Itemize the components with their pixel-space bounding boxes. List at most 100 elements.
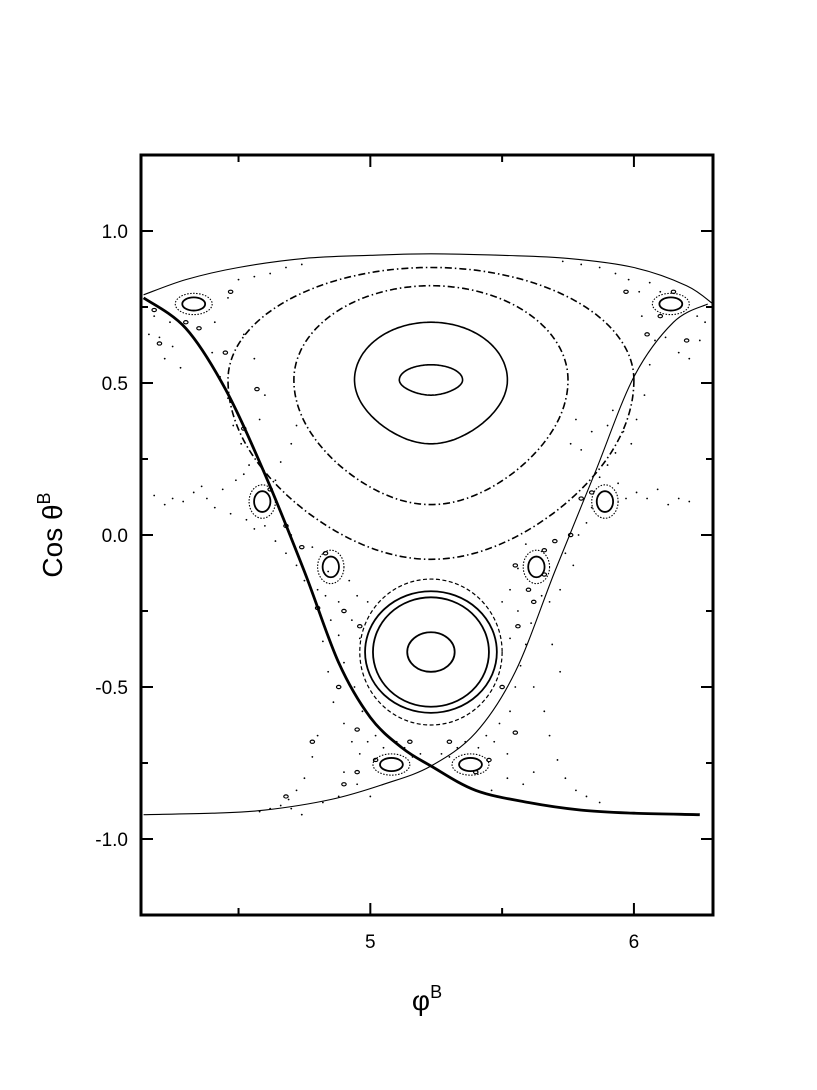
small-island-outer	[651, 292, 690, 316]
chaos-point	[163, 503, 166, 506]
chaos-point	[627, 278, 630, 281]
lower-island-orbit	[372, 596, 490, 708]
separatrix-thick-curve	[142, 296, 700, 817]
chaos-point	[561, 260, 564, 263]
chaos-point	[477, 746, 480, 749]
chaos-point	[598, 476, 601, 479]
chaos-point	[688, 500, 691, 503]
chaos-cluster	[335, 684, 342, 690]
chaos-point	[163, 357, 166, 360]
chaos-point	[506, 777, 509, 780]
chaos-point	[321, 640, 324, 643]
chaos-point	[369, 795, 372, 798]
chaos-point	[643, 394, 646, 397]
chaos-point	[519, 664, 522, 667]
chaos-point	[704, 321, 706, 324]
chaos-point	[353, 686, 356, 688]
chaos-cluster	[530, 599, 537, 605]
chaos-point	[329, 619, 332, 622]
chaos-point	[295, 564, 298, 567]
chaos-point	[606, 424, 609, 427]
y-tick-label: -1.0	[95, 830, 128, 851]
chaos-point	[667, 503, 670, 506]
chaos-point	[316, 734, 319, 737]
chaos-point	[279, 804, 282, 807]
chaos-cluster	[407, 739, 413, 744]
chaos-cluster	[512, 563, 519, 568]
chaos-point	[179, 366, 182, 369]
plot-frame	[139, 153, 715, 917]
chaos-point	[614, 452, 617, 454]
chaos-point	[598, 801, 601, 804]
small-island-inner	[379, 757, 404, 773]
chaos-point	[285, 266, 287, 269]
chaos-point	[200, 485, 203, 488]
chaos-point	[635, 491, 638, 494]
small-island-inner	[458, 757, 483, 773]
boundary-top-curve	[143, 253, 713, 305]
chaos-point	[343, 771, 345, 774]
chaos-point	[590, 430, 593, 433]
chaos-point	[524, 643, 527, 646]
chaos-cluster	[227, 289, 234, 294]
chaos-point	[221, 488, 224, 491]
chaos-point	[263, 394, 266, 397]
chaos-point	[509, 710, 511, 713]
chaos-point	[556, 759, 559, 761]
chaos-point	[290, 807, 293, 810]
chaos-point	[696, 315, 699, 318]
chaos-point	[585, 521, 588, 524]
chaos-point	[356, 783, 359, 786]
chaos-point	[327, 670, 330, 673]
chaos-point	[440, 752, 443, 755]
chaos-point	[382, 746, 385, 749]
chaos-point	[448, 756, 451, 758]
chaos-cluster	[683, 338, 690, 343]
chaos-point	[548, 600, 551, 603]
small-island-outer	[591, 484, 619, 519]
chaos-point	[171, 345, 174, 348]
chaos-point	[245, 518, 248, 521]
chaos-cluster	[552, 538, 558, 544]
chaos-point	[227, 296, 229, 299]
small-island-outer	[372, 753, 411, 776]
chaos-point	[559, 670, 562, 673]
chaos-point	[530, 622, 533, 625]
chaos-cluster	[644, 332, 650, 337]
chaos-point	[358, 637, 361, 640]
chaos-point	[569, 442, 572, 445]
chaos-point	[350, 740, 353, 743]
chaos-point	[321, 801, 324, 804]
chaos-point	[337, 600, 340, 603]
chaos-point	[614, 272, 617, 275]
chaos-point	[153, 315, 156, 318]
chaos-point	[348, 579, 351, 582]
chaos-point	[356, 594, 359, 597]
chaos-cluster	[541, 548, 548, 553]
chaos-point	[606, 464, 609, 466]
small-island-inner	[658, 296, 684, 312]
chaos-point	[279, 461, 282, 463]
chaos-point	[253, 528, 256, 530]
chaos-point	[506, 752, 509, 755]
chaos-point	[169, 321, 171, 324]
chaos-point	[646, 497, 649, 500]
chaos-point	[577, 534, 580, 536]
small-island-inner	[595, 490, 614, 513]
chaos-point	[274, 540, 277, 542]
chaos-point	[240, 442, 243, 445]
chaos-point	[654, 339, 656, 342]
chaos-point	[311, 546, 314, 549]
chaos-point	[698, 339, 701, 342]
lower-island-orbit	[359, 578, 503, 726]
chaos-point	[648, 281, 651, 284]
x-axis-label: φB	[412, 982, 442, 1016]
chaos-cluster	[512, 730, 519, 735]
small-island-outer	[174, 292, 213, 316]
chaos-point	[361, 710, 364, 713]
chaos-point	[540, 594, 543, 597]
chaos-point	[171, 497, 174, 500]
chaos-cluster	[354, 769, 360, 775]
chaos-point	[213, 321, 216, 324]
chaos-point	[638, 290, 641, 293]
